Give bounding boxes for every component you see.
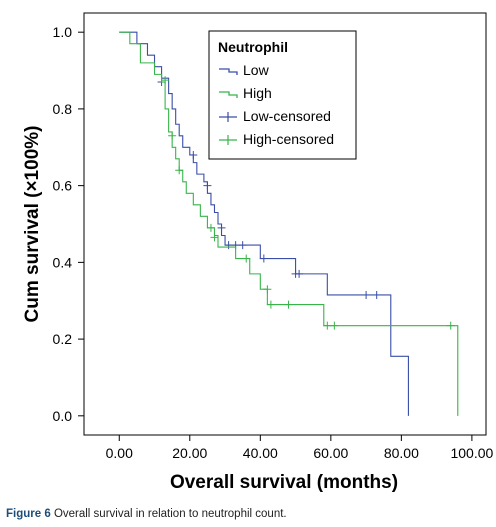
censor-mark-high [242, 254, 251, 263]
figure-caption: Figure 6 Overall survival in relation to… [6, 508, 287, 520]
censor-mark-low [295, 269, 304, 278]
censor-mark-high [263, 285, 272, 294]
legend: Neutrophil Low High Low-censored High-censo… [208, 30, 357, 160]
legend-label: Low [243, 62, 270, 78]
censor-mark-high [323, 321, 332, 330]
x-tick-label: 0.00 [106, 445, 133, 461]
legend-entry-high: High [219, 85, 272, 101]
y-tick-label: 0.6 [53, 178, 73, 194]
legend-entry-high-censored: High-censored [219, 131, 334, 147]
censor-mark-high [284, 300, 293, 309]
censor-mark-high [168, 131, 177, 140]
x-tick-label: 80.00 [384, 445, 419, 461]
censor-mark-high [330, 321, 339, 330]
censor-mark-high [210, 233, 219, 242]
x-tick-label: 100.00 [450, 445, 493, 461]
legend-line-icon [219, 91, 238, 98]
censor-mark-high [206, 223, 215, 232]
censor-mark-low [259, 254, 268, 263]
legend-entry-low: Low [219, 62, 270, 78]
legend-line-icon [219, 68, 238, 75]
censor-mark-low [372, 290, 381, 299]
survival-chart: 0.00 20.00 40.00 60.00 80.00 100.00 0.0 0.2 0.4 0… [22, 12, 494, 493]
axes: 0.00 20.00 40.00 60.00 80.00 100.00 0.0 0.2 0.4 0… [53, 24, 494, 461]
y-tick-label: 0.0 [53, 408, 73, 424]
censor-mark-low [362, 290, 371, 299]
legend-censor-icon [219, 112, 237, 122]
figure-caption-text: Overall survival in relation to neutroph… [53, 508, 287, 520]
censor-mark-high [161, 76, 170, 85]
legend-title: Neutrophil [218, 39, 288, 55]
legend-censor-icon [219, 135, 237, 145]
y-tick-label: 1.0 [53, 24, 73, 40]
censor-mark-low [238, 241, 247, 250]
censor-mark-high [266, 300, 275, 309]
x-tick-label: 60.00 [313, 445, 348, 461]
figure-label: Figure 6 [6, 508, 51, 520]
curve-high [119, 31, 459, 416]
y-axis-title: Cum survival (×100%) [22, 126, 43, 323]
y-tick-label: 0.2 [53, 331, 73, 347]
censor-mark-high [175, 166, 184, 175]
censor-mark-low [217, 223, 226, 232]
y-tick-label: 0.8 [53, 101, 73, 117]
legend-label: High [243, 85, 272, 101]
legend-entry-low-censored: Low-censored [219, 108, 331, 124]
x-axis-title: Overall survival (months) [170, 472, 398, 493]
censor-mark-high [446, 321, 455, 330]
censor-mark-low [203, 181, 212, 190]
x-tick-label: 20.00 [172, 445, 207, 461]
legend-label: High-censored [243, 131, 334, 147]
censor-mark-low [189, 150, 198, 159]
legend-label: Low-censored [243, 108, 331, 124]
y-tick-label: 0.4 [53, 254, 73, 270]
curves [119, 31, 459, 416]
x-tick-label: 40.00 [243, 445, 278, 461]
censor-mark-low [224, 241, 233, 250]
